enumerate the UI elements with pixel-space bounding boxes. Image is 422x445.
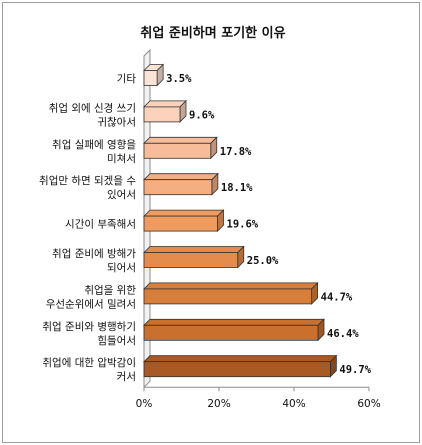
- x-tick-label: 60%: [357, 398, 380, 410]
- category-label-line: 커서: [117, 371, 136, 383]
- bar-front-face: [143, 215, 218, 232]
- category-label-line: 시간이 부족해서: [65, 218, 136, 231]
- category-label-line: 취업 준비에 방해가: [52, 247, 136, 260]
- bar: [143, 172, 219, 196]
- bar: [143, 209, 225, 233]
- bar-top-face: [143, 246, 245, 253]
- bar-front-face: [143, 324, 319, 341]
- bar: [143, 281, 319, 305]
- bar-front-face: [143, 361, 331, 378]
- bar-front-face: [143, 142, 212, 159]
- bar-front-face: [143, 179, 213, 196]
- bar: [143, 245, 245, 269]
- value-label: 3.5%: [166, 73, 192, 85]
- category-label-line: 우선순위에서 밀려서: [46, 297, 136, 310]
- category-label: 시간이 부족해서: [65, 218, 136, 231]
- value-label: 46.4%: [327, 328, 359, 340]
- chart-title: 취업 준비하며 포기한 이유: [140, 25, 285, 41]
- category-label: 취업을 위한 우선순위에서 밀려서: [46, 283, 137, 310]
- chart-ticks: 0% 20% 40% 60%: [136, 387, 381, 410]
- value-label: 17.8%: [220, 146, 252, 158]
- x-tick-label: 0%: [136, 398, 153, 410]
- category-label-line: 기타: [117, 73, 137, 85]
- bar: [143, 318, 325, 342]
- bar-front-face: [143, 70, 158, 86]
- bar-top-face: [143, 318, 325, 326]
- value-label: 19.6%: [227, 219, 259, 231]
- bar-top-face: [143, 100, 187, 108]
- bar-front-face: [143, 288, 313, 305]
- category-label-line: 취업만 하면 되겠을 수: [39, 174, 136, 187]
- x-tick-label: 20%: [207, 398, 230, 410]
- category-label-line: 귀찮아서: [97, 116, 136, 128]
- bar: [143, 99, 187, 123]
- bar-top-face: [143, 355, 338, 363]
- bar-front-face: [143, 252, 239, 268]
- bar-top-face: [143, 136, 218, 144]
- category-label-line: 취업 준비와 병행하기: [42, 320, 136, 333]
- category-label-line: 취업에 대한 압박감이: [42, 356, 136, 369]
- bar: [143, 63, 165, 87]
- category-label-line: 미쳐서: [107, 153, 136, 165]
- bar: [143, 354, 338, 378]
- category-label: 기타: [117, 73, 137, 85]
- category-label-line: 있어서: [107, 189, 136, 201]
- chart-bars: [143, 63, 338, 378]
- category-label-line: 되어서: [107, 262, 136, 274]
- value-label: 18.1%: [221, 182, 253, 194]
- bar-top-face: [143, 282, 319, 290]
- bar-front-face: [143, 106, 181, 123]
- category-label-line: 취업을 위한: [84, 283, 136, 296]
- value-label: 44.7%: [321, 291, 353, 303]
- bar-top-face: [143, 209, 225, 217]
- category-label-line: 힘들어서: [97, 335, 136, 347]
- category-label-line: 취업 외에 신경 쓰기: [49, 101, 136, 114]
- category-label-line: 취업 실패에 영향을: [52, 138, 136, 151]
- bar-top-face: [143, 173, 219, 181]
- value-label: 49.7%: [339, 364, 371, 376]
- value-label: 9.6%: [189, 109, 215, 121]
- x-tick-label: 40%: [282, 398, 305, 410]
- bar: [143, 136, 218, 160]
- value-label: 25.0%: [247, 255, 279, 267]
